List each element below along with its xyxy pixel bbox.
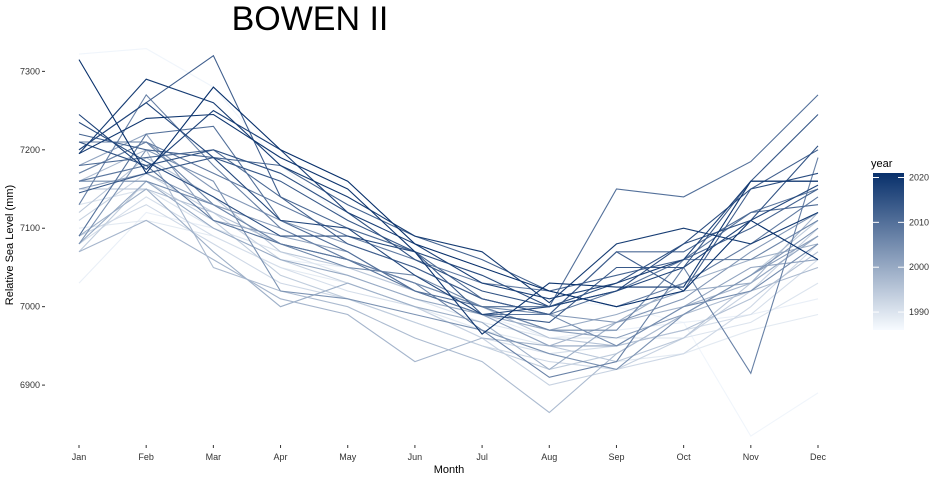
chart-title: BOWEN II <box>232 0 389 38</box>
legend-title: year <box>871 158 893 170</box>
y-tick-label: 7200 <box>20 145 40 155</box>
x-tick-label: Apr <box>274 452 288 462</box>
x-tick-label: Jan <box>72 452 87 462</box>
series-line-2007 <box>78 94 819 378</box>
series-line-2004 <box>78 149 819 370</box>
series-line-2021 <box>78 59 819 308</box>
y-tick-label: 7000 <box>20 302 40 312</box>
series-line-2010 <box>78 94 819 308</box>
x-tick-label: Oct <box>677 452 692 462</box>
series-line-1997 <box>78 149 819 414</box>
series-line-2020 <box>78 113 818 335</box>
x-tick-label: Mar <box>206 452 222 462</box>
legend-tick-label: 2000 <box>909 262 929 272</box>
x-tick-label: Sep <box>608 452 624 462</box>
series-line-2018 <box>78 109 818 300</box>
x-tick-label: Jun <box>408 452 423 462</box>
legend-tick-label: 2010 <box>909 217 929 227</box>
series-line-2008 <box>79 141 819 308</box>
series-line-2019 <box>78 78 819 304</box>
series-line-2012 <box>78 133 819 292</box>
legend-tick-label: 2020 <box>909 172 929 182</box>
series-line-1993 <box>78 172 819 386</box>
series-line-2017 <box>78 102 819 316</box>
legend-colorbar <box>873 173 904 330</box>
y-tick-label: 7100 <box>20 223 40 233</box>
series-line-1998 <box>78 212 819 363</box>
series-line-2015 <box>78 141 819 308</box>
y-axis-title: Relative Sea Level (mm) <box>4 185 16 305</box>
x-axis-title: Month <box>434 464 465 476</box>
series-line-2014 <box>78 114 819 323</box>
legend-tick-label: 1990 <box>909 307 929 317</box>
x-tick-label: Aug <box>541 452 557 462</box>
y-axis: 6900 7000 7100 7200 7300 <box>20 66 45 390</box>
x-tick-label: May <box>339 452 357 462</box>
x-tick-label: Jul <box>476 452 488 462</box>
series-lines <box>78 48 819 437</box>
x-tick-label: Dec <box>810 452 827 462</box>
series-line-1999 <box>78 188 819 371</box>
legend-ticks: 1990 2000 2010 2020 <box>873 172 929 317</box>
x-tick-label: Nov <box>743 452 760 462</box>
x-tick-label: Feb <box>138 452 154 462</box>
y-tick-label: 7300 <box>20 66 40 76</box>
series-line-1989 <box>78 219 819 363</box>
series-line-2009 <box>78 164 819 316</box>
y-tick-label: 6900 <box>20 380 40 390</box>
series-line-1987 <box>78 48 819 437</box>
legend: year 1990 2000 2010 2020 <box>871 158 929 330</box>
series-line-1990 <box>78 188 819 339</box>
x-axis: Jan Feb Mar Apr May Jun Jul Aug Sep Oct Nov Dec <box>72 445 827 462</box>
